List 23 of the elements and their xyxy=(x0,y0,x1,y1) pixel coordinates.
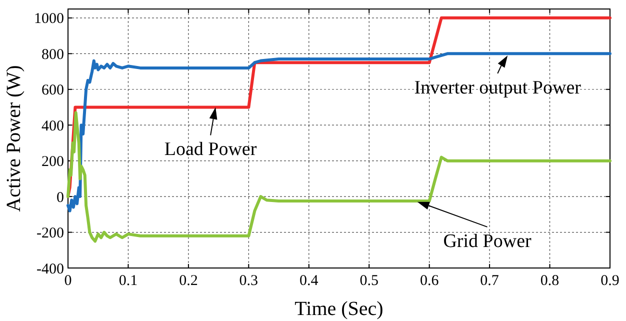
x-tick-label: 0.8 xyxy=(540,273,560,289)
y-tick-label: 1000 xyxy=(34,11,64,28)
x-tick-label: 0.5 xyxy=(360,273,378,289)
x-tick-label: 0.3 xyxy=(239,273,258,289)
x-tick-label: 0.7 xyxy=(480,273,500,289)
annotation: Grid Power xyxy=(443,230,532,252)
x-tick-label: 0.4 xyxy=(300,273,319,289)
y-tick-label: -400 xyxy=(36,261,64,278)
annotation: Load Power xyxy=(164,139,258,160)
x-tick-label: 0.2 xyxy=(179,273,198,289)
annotation: Inverter output Power xyxy=(414,77,582,98)
x-axis-title: Time (Sec) xyxy=(294,298,384,320)
y-tick-label: 600 xyxy=(42,82,64,99)
y-axis-title: Active Power (W) xyxy=(3,65,25,212)
y-tick-label: 0 xyxy=(56,190,64,206)
x-tick-label: 0.1 xyxy=(118,273,138,289)
x-tick-label: 0.9 xyxy=(600,273,620,289)
y-tick-label: 200 xyxy=(42,154,64,170)
y-tick-label: 400 xyxy=(42,118,64,134)
line-series xyxy=(66,52,612,212)
y-tick-label: -200 xyxy=(36,226,64,242)
y-tick-label: 800 xyxy=(42,46,64,63)
x-tick-label: 0.6 xyxy=(420,273,440,289)
